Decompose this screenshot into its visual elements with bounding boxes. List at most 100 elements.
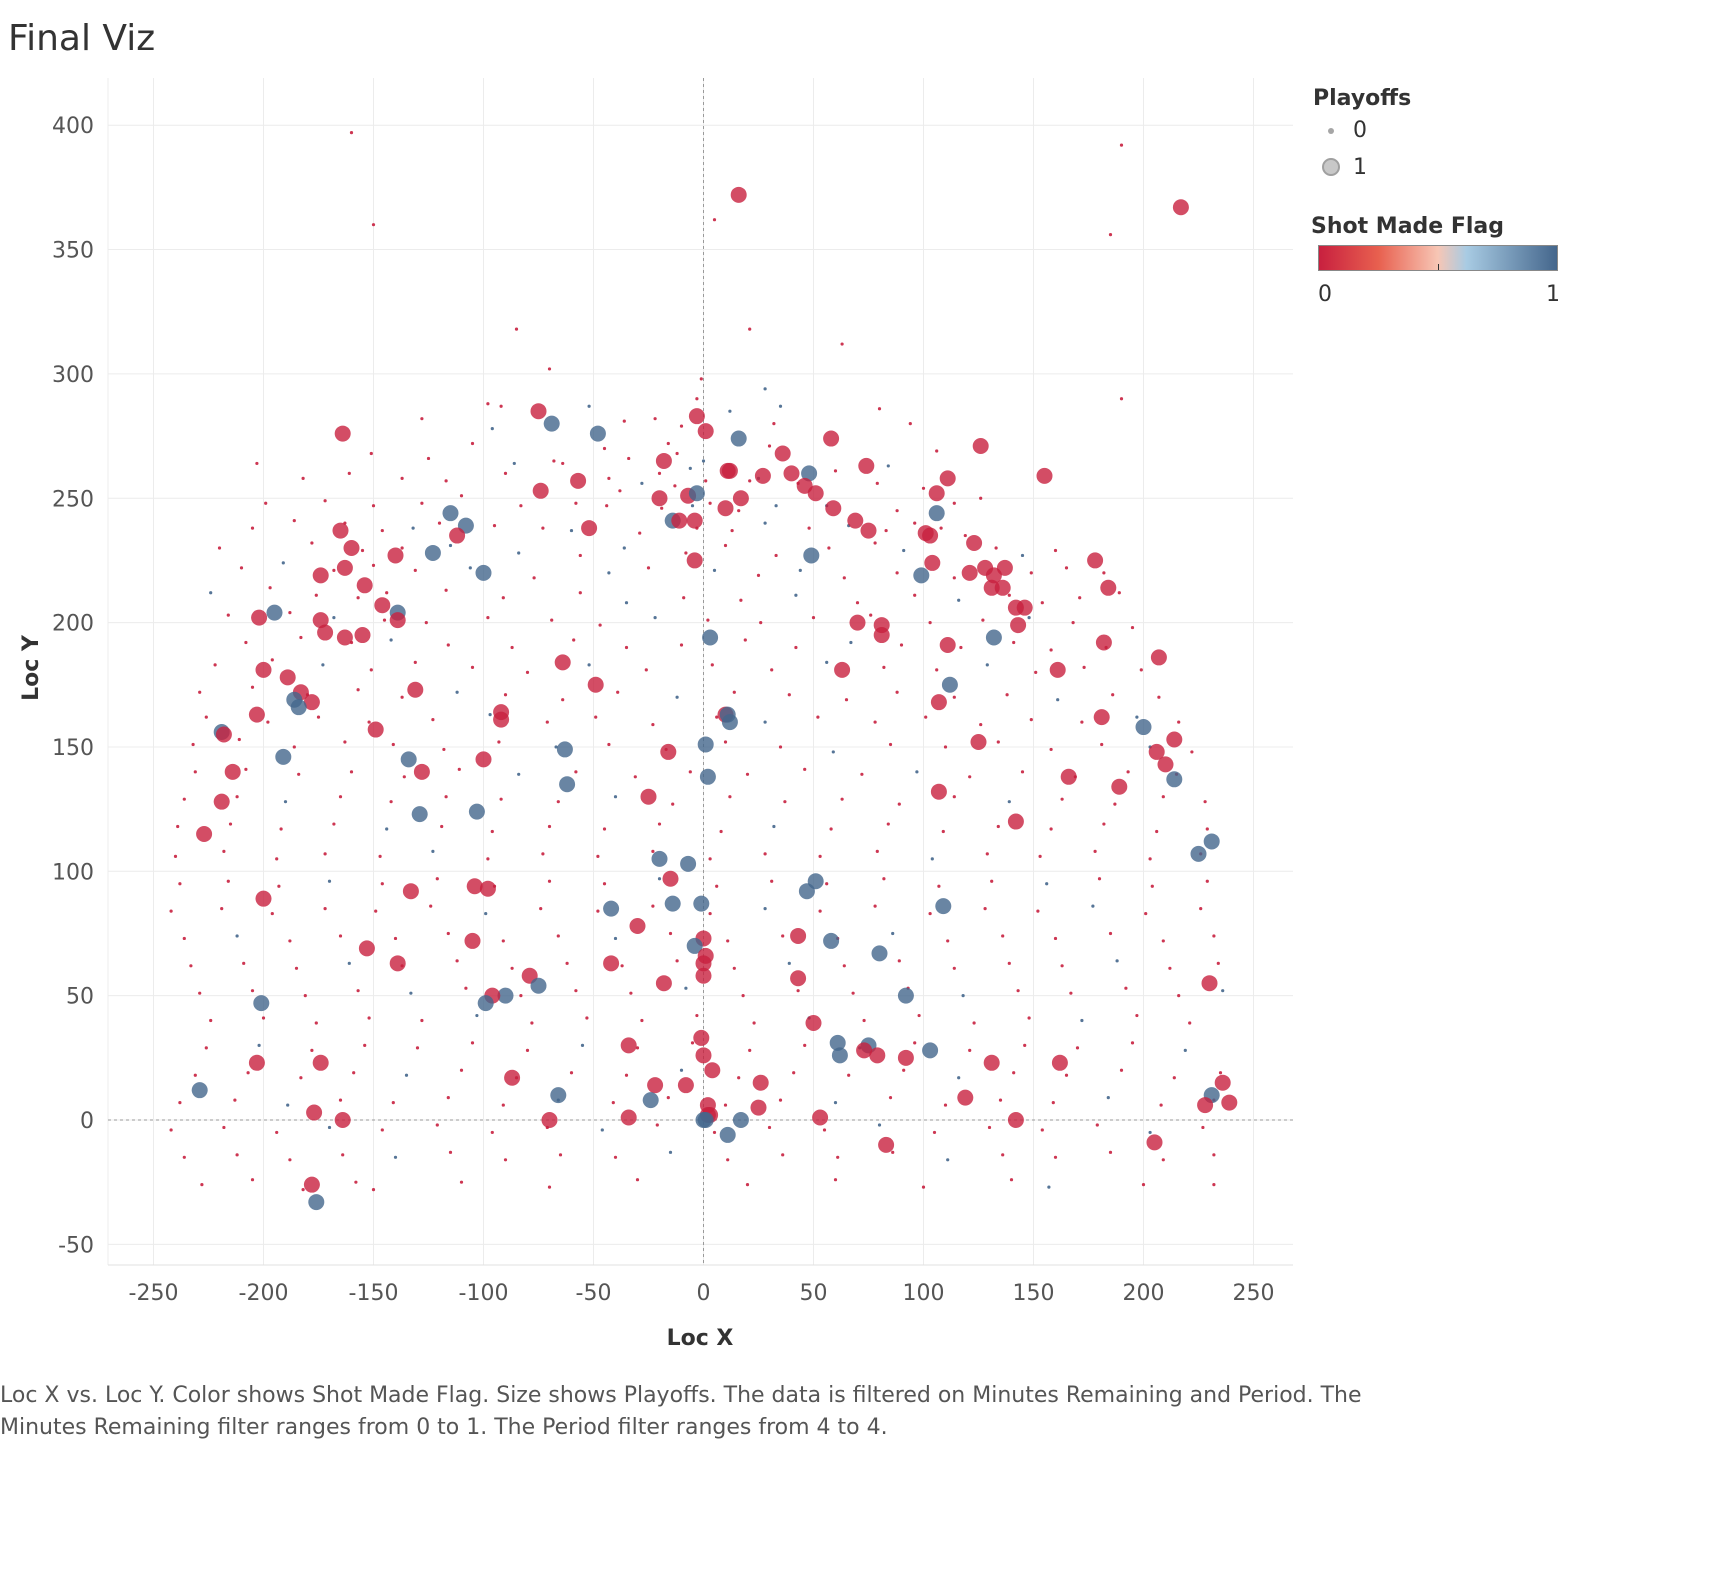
regular-shot-point: [886, 464, 890, 468]
regular-shot-point: [385, 591, 389, 595]
regular-shot-point: [741, 994, 745, 998]
regular-shot-point: [877, 407, 882, 411]
regular-shot-point: [902, 1068, 906, 1072]
regular-shot-point: [323, 499, 327, 503]
regular-shot-point: [565, 961, 569, 965]
regular-shot-point: [1007, 800, 1011, 804]
regular-shot-point: [411, 526, 415, 530]
regular-shot-point: [585, 1016, 589, 1020]
regular-shot-point: [547, 824, 552, 829]
regular-shot-point: [1216, 961, 1220, 965]
playoff-shot-point: [805, 1015, 822, 1032]
regular-shot-point: [574, 770, 578, 774]
regular-shot-point: [708, 911, 712, 916]
regular-shot-point: [569, 528, 574, 533]
regular-shot-point: [1097, 877, 1102, 881]
playoff-shot-point: [1214, 1074, 1231, 1091]
regular-shot-point: [1102, 822, 1106, 826]
y-tick-label: 200: [52, 612, 94, 637]
playoff-shot-point: [570, 472, 587, 489]
regular-shot-point: [1144, 911, 1148, 916]
regular-shot-point: [1155, 829, 1159, 834]
regular-shot-point: [1199, 907, 1203, 911]
regular-shot-point: [979, 722, 983, 727]
regular-shot-point: [712, 218, 717, 222]
regular-shot-point: [1135, 1013, 1139, 1018]
regular-shot-point: [378, 854, 382, 858]
regular-shot-point: [816, 715, 820, 719]
regular-shot-point: [952, 576, 956, 580]
regular-shot-point: [763, 521, 767, 525]
playoff-points: [191, 186, 1238, 1211]
regular-shot-point: [833, 1178, 838, 1182]
playoff-shot-point: [677, 1077, 694, 1094]
regular-shot-point: [446, 1096, 450, 1100]
regular-shot-point: [627, 456, 631, 461]
regular-shot-point: [501, 939, 505, 943]
regular-shot-point: [862, 1018, 866, 1023]
regular-shot-point: [1115, 959, 1119, 963]
regular-shot-point: [1108, 1150, 1113, 1154]
regular-shot-point: [998, 1098, 1003, 1102]
regular-shot-point: [939, 526, 943, 530]
regular-shot-point: [222, 849, 226, 854]
regular-shot-point: [666, 1096, 670, 1100]
regular-shot-point: [257, 1043, 261, 1047]
regular-shot-point: [470, 441, 475, 446]
regular-shot-point: [624, 601, 629, 605]
grid-lines: [107, 78, 1293, 1266]
regular-shot-point: [596, 909, 600, 913]
playoff-shot-point: [1093, 709, 1110, 726]
regular-shot-point: [622, 546, 626, 550]
playoff-shot-point: [303, 694, 320, 711]
regular-shot-point: [1177, 994, 1181, 998]
regular-shot-point: [541, 852, 545, 856]
playoff-shot-point: [629, 918, 646, 935]
regular-shot-point: [1007, 961, 1011, 965]
playoff-shot-point: [985, 629, 1002, 646]
playoff-shot-point: [939, 636, 956, 653]
regular-shot-point: [286, 1103, 290, 1107]
regular-shot-point: [435, 877, 439, 881]
regular-shot-point: [743, 638, 747, 642]
regular-shot-point: [1102, 571, 1106, 575]
regular-shot-point: [367, 720, 371, 724]
regular-shot-point: [275, 1130, 279, 1135]
playoff-shot-point: [1010, 617, 1027, 634]
regular-shot-point: [990, 879, 994, 883]
regular-shot-point: [446, 931, 450, 936]
regular-shot-point: [1078, 596, 1082, 600]
regular-shot-point: [640, 1018, 644, 1023]
regular-shot-point: [316, 715, 321, 719]
playoff-shot-point: [587, 676, 604, 693]
regular-shot-point: [1119, 397, 1124, 401]
regular-shot-point: [356, 688, 360, 692]
regular-shot-point: [1108, 233, 1113, 237]
regular-shot-point: [668, 1150, 673, 1154]
regular-shot-point: [778, 404, 783, 408]
playoff-shot-point: [1146, 1134, 1163, 1151]
playoff-shot-point: [695, 1047, 712, 1064]
playoff-shot-point: [1036, 467, 1053, 484]
regular-shot-point: [176, 824, 180, 829]
regular-shot-point: [745, 772, 750, 776]
y-tick-label: 150: [52, 736, 94, 761]
regular-shot-point: [1119, 1068, 1124, 1072]
playoff-shot-point: [807, 873, 824, 890]
regular-shot-point: [1157, 695, 1161, 699]
regular-shot-point: [833, 1100, 838, 1105]
playoff-shot-point: [871, 945, 888, 962]
regular-shot-point: [695, 397, 699, 401]
regular-shot-point: [915, 770, 919, 774]
regular-shot-point: [935, 449, 939, 453]
regular-shot-point: [616, 690, 620, 694]
regular-shot-point: [1053, 936, 1058, 941]
page-title: Final Viz: [8, 18, 156, 59]
regular-shot-point: [695, 1013, 699, 1018]
regular-shot-point: [1212, 1183, 1216, 1187]
color-bar-max-label: 1: [1546, 282, 1560, 307]
regular-shot-point: [402, 775, 406, 779]
regular-shot-point: [356, 596, 360, 600]
regular-shot-point: [1060, 797, 1064, 801]
regular-shot-point: [1007, 593, 1011, 597]
